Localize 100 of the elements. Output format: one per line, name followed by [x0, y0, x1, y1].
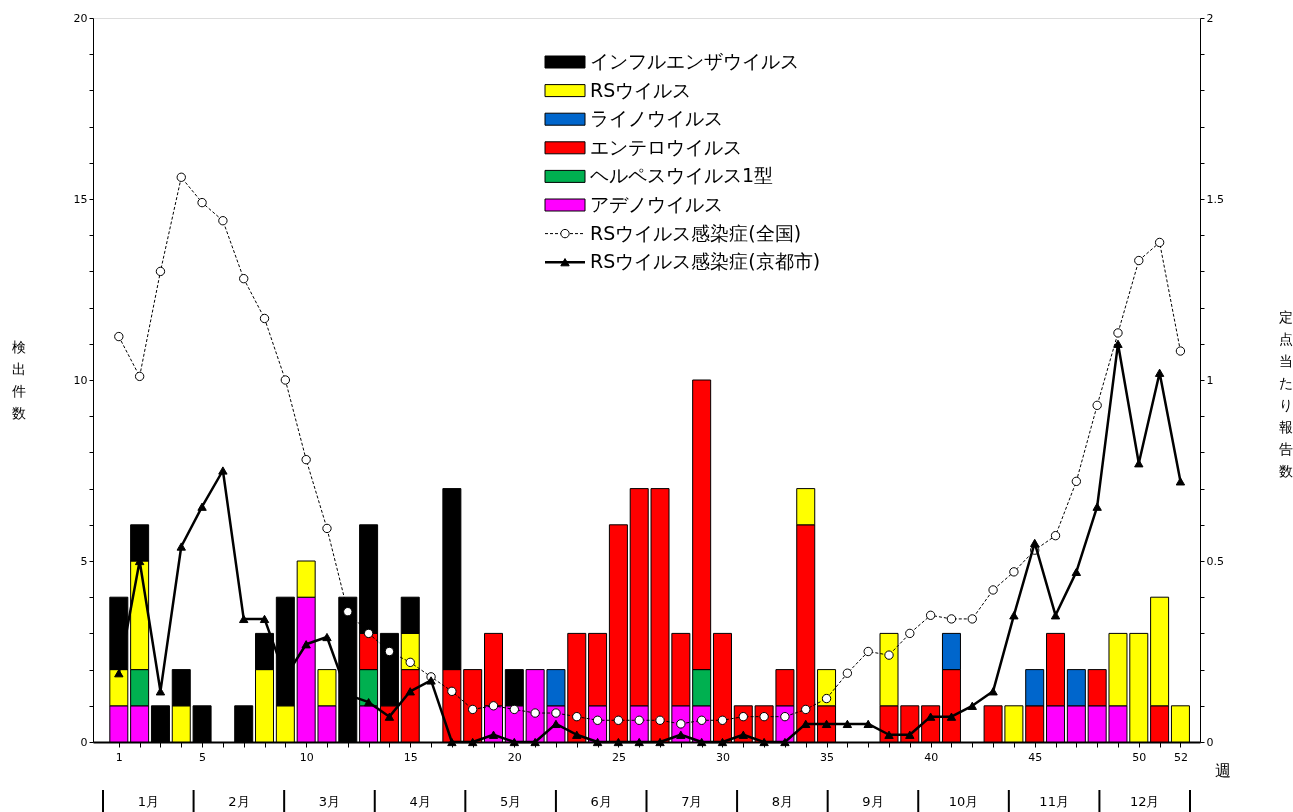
- point: [488, 701, 499, 711]
- point: [655, 737, 665, 747]
- point: [1113, 339, 1123, 348]
- point: [405, 687, 415, 696]
- point: [1050, 611, 1061, 620]
- point: [1071, 476, 1082, 487]
- x-tick-label: 52: [1173, 750, 1188, 764]
- legend-label: インフルエンザウイルス: [590, 50, 799, 72]
- text: 2月: [228, 794, 250, 809]
- point: [114, 331, 124, 342]
- text: 7月: [681, 794, 703, 809]
- text: 10月: [948, 794, 979, 809]
- point: [863, 646, 873, 657]
- point: [280, 375, 291, 385]
- point: [884, 730, 894, 739]
- point: [738, 711, 748, 722]
- x-tick-label: 40: [924, 750, 939, 764]
- point: [1113, 328, 1123, 338]
- point: [134, 371, 145, 382]
- point: [967, 614, 977, 624]
- point: [572, 730, 582, 739]
- point: [759, 737, 769, 747]
- x-axis-title: 週: [1214, 760, 1231, 780]
- point: [946, 614, 957, 624]
- text: 1月: [137, 794, 159, 809]
- text: 6月: [590, 794, 612, 809]
- point: [613, 737, 624, 747]
- point: [759, 711, 769, 722]
- point: [905, 628, 915, 639]
- point: [634, 737, 644, 747]
- point: [405, 657, 415, 668]
- x-tick-label: 30: [715, 750, 730, 764]
- text: 11月: [1039, 794, 1069, 809]
- x-tick-label: 10: [299, 750, 314, 764]
- point: [488, 730, 499, 739]
- point: [197, 197, 207, 208]
- point: [1030, 538, 1040, 548]
- y2-tick-label: 1.5: [1206, 192, 1224, 206]
- point: [1009, 567, 1019, 577]
- point: [468, 737, 478, 747]
- y2-axis-title: 定点当たり報告数: [1278, 308, 1293, 479]
- point: [884, 650, 894, 660]
- legend-label: ヘルペスウイルス1型: [590, 164, 774, 187]
- point: [1154, 368, 1165, 377]
- legend-label: エンテロウイルス: [590, 135, 742, 158]
- point: [696, 737, 707, 747]
- point: [1071, 567, 1082, 576]
- point: [155, 266, 166, 277]
- x-tick-label: 25: [611, 750, 626, 764]
- point: [925, 610, 936, 620]
- y2-tick-label: 2: [1206, 11, 1214, 25]
- point: [509, 704, 519, 715]
- point: [363, 628, 374, 639]
- x-tick-label: 50: [1132, 750, 1147, 764]
- point: [176, 172, 186, 182]
- text: 5月: [499, 794, 522, 809]
- x-tick-label: 1: [115, 750, 123, 764]
- point: [1154, 237, 1165, 248]
- point: [197, 502, 207, 511]
- point: [322, 632, 332, 642]
- text: 3月: [318, 794, 341, 809]
- point: [1092, 502, 1102, 511]
- point: [842, 719, 853, 729]
- point: [842, 668, 853, 678]
- y-tick-label: 0: [80, 735, 88, 749]
- point: [613, 715, 624, 725]
- point: [218, 466, 228, 475]
- text: 12月: [1129, 794, 1160, 809]
- y-tick-label: 10: [73, 373, 88, 387]
- text: 8月: [771, 794, 794, 809]
- text: 9月: [862, 794, 884, 809]
- y2-tick-label: 0: [1206, 735, 1214, 749]
- point: [447, 737, 457, 747]
- point: [717, 737, 728, 747]
- y2-tick-label: 1: [1206, 373, 1214, 387]
- legend-label: アデノウイルス: [590, 193, 723, 215]
- point: [821, 693, 832, 704]
- point: [1175, 477, 1186, 486]
- point: [801, 719, 811, 729]
- y-tick-label: 15: [73, 192, 88, 206]
- text: 4月: [409, 794, 431, 809]
- point: [676, 730, 686, 739]
- point: [384, 646, 395, 657]
- point: [801, 704, 811, 715]
- point: [551, 708, 561, 718]
- y-tick-label: 5: [80, 554, 88, 568]
- point: [780, 711, 790, 722]
- y2-tick-label: 0.5: [1206, 554, 1224, 568]
- point: [1009, 611, 1019, 620]
- x-tick-label: 15: [403, 750, 418, 764]
- legend-label: RSウイルス: [590, 78, 692, 101]
- point: [218, 216, 228, 226]
- point: [905, 730, 915, 739]
- point: [176, 542, 186, 551]
- point: [988, 585, 998, 595]
- point: [967, 701, 977, 710]
- point: [592, 737, 603, 747]
- legend-label: RSウイルス感染症(全国): [590, 221, 802, 244]
- point: [301, 454, 311, 465]
- point: [301, 640, 311, 649]
